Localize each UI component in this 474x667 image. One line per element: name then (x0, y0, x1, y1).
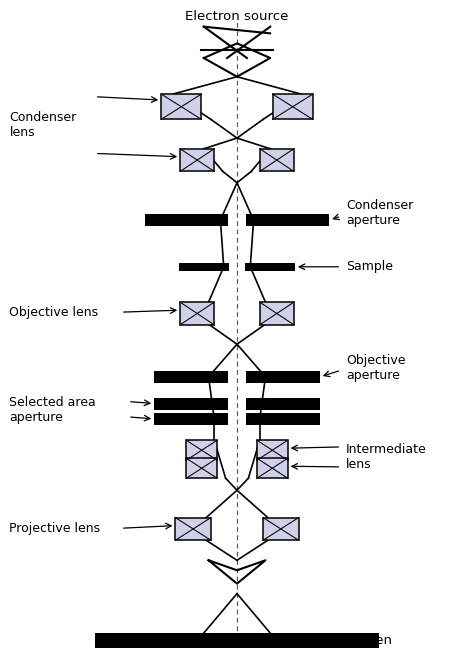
Bar (180, 149, 214, 171)
Bar (179, 263, 228, 271)
Bar (257, 440, 288, 460)
Bar (175, 518, 211, 540)
Bar (186, 440, 217, 460)
Text: Selected area
aperture: Selected area aperture (9, 396, 96, 424)
Bar (246, 413, 320, 425)
Bar (95, 633, 379, 648)
Bar (273, 94, 313, 119)
Bar (263, 518, 299, 540)
Bar (154, 398, 228, 410)
Bar (145, 214, 228, 226)
Text: Intermediate
lens: Intermediate lens (346, 443, 427, 471)
Bar (246, 263, 295, 271)
Bar (260, 302, 294, 325)
Bar (246, 371, 320, 383)
Bar (246, 214, 329, 226)
Bar (161, 94, 201, 119)
Text: Objective
aperture: Objective aperture (346, 354, 406, 382)
Text: Condenser
lens: Condenser lens (9, 111, 77, 139)
Bar (154, 413, 228, 425)
Bar (260, 149, 294, 171)
Text: Objective lens: Objective lens (9, 305, 99, 319)
Text: Projective lens: Projective lens (9, 522, 100, 535)
Bar (180, 302, 214, 325)
Text: Condenser
aperture: Condenser aperture (346, 199, 413, 227)
Bar (257, 458, 288, 478)
Bar (246, 398, 320, 410)
Text: Electron source: Electron source (185, 10, 289, 23)
Bar (154, 371, 228, 383)
Text: Sample: Sample (346, 260, 393, 273)
Text: Screen: Screen (346, 634, 392, 647)
Bar (186, 458, 217, 478)
